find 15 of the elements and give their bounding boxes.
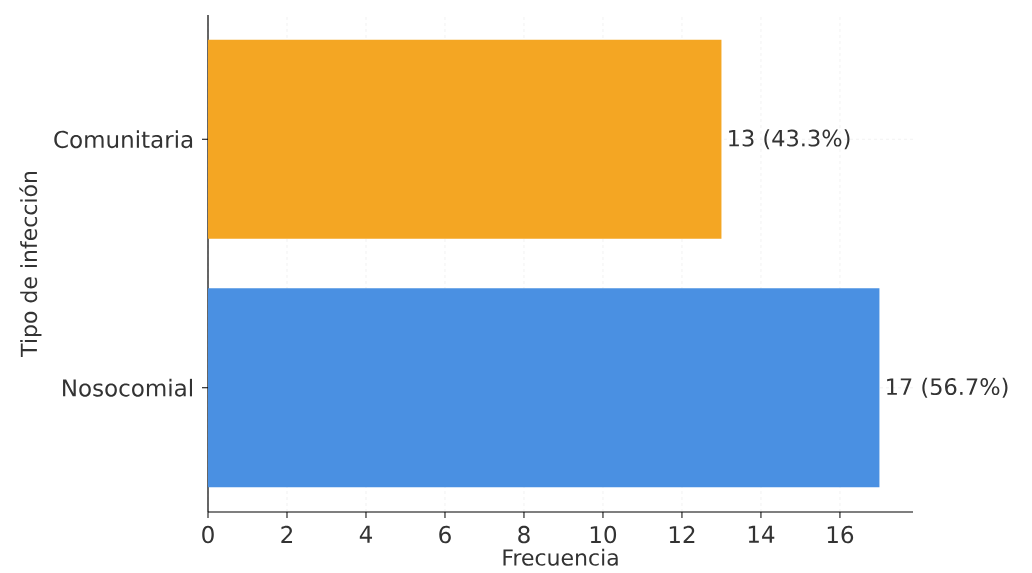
x-tick-label: 16 (827, 525, 854, 544)
x-tick-label: 14 (748, 525, 775, 543)
data-label: 17 (56.7%) (887, 377, 1008, 398)
x-tick-label: 4 (359, 525, 373, 543)
y-axis-title: Tipo de infección (19, 171, 42, 357)
x-tick-label: 10 (590, 525, 617, 544)
x-axis-title: Frecuencia (503, 548, 618, 566)
x-tick-label: 12 (669, 525, 695, 543)
x-tick-label: 6 (439, 525, 451, 544)
y-tick-label: Comunitaria (54, 130, 193, 148)
x-tick-label: 2 (281, 525, 293, 543)
y-tick-label: Nosocomial (63, 378, 192, 397)
x-tick-label: 0 (202, 525, 214, 544)
x-tick-label: 8 (518, 525, 530, 544)
data-label: 13 (43.3%) (729, 128, 850, 150)
